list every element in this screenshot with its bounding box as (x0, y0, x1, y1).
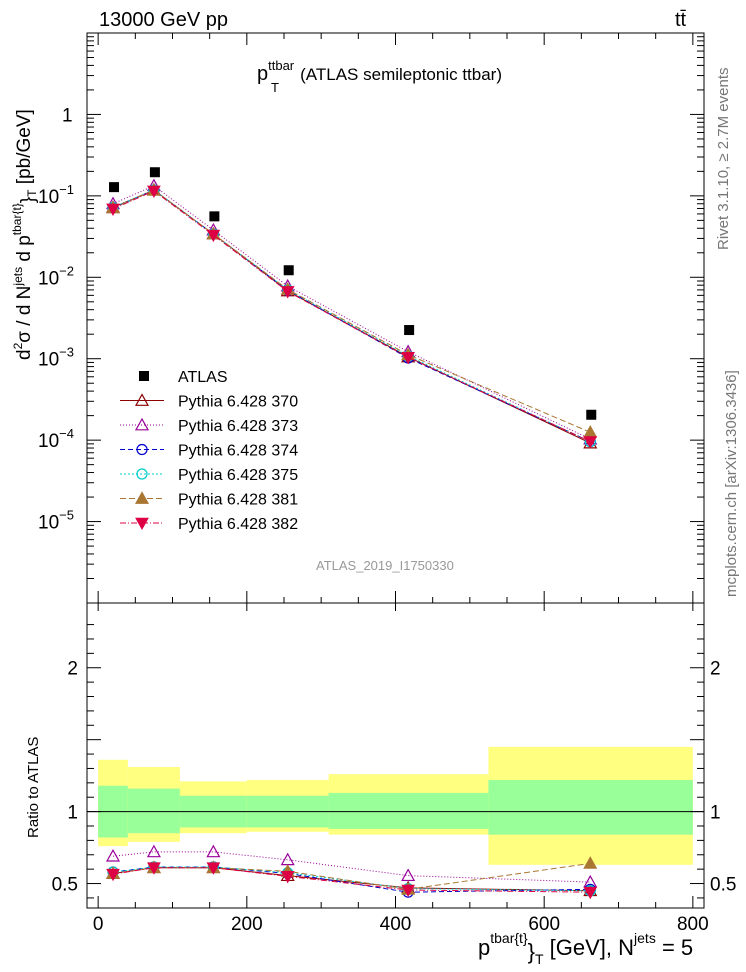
plot-title: pttbar (ATLAS semileptonic ttbar) (257, 58, 502, 85)
atlas-data-point (109, 182, 120, 193)
legend-label: Pythia 6.428 373 (178, 418, 298, 435)
legend-label: Pythia 6.428 370 (178, 394, 298, 411)
title-main: p (257, 63, 268, 85)
ratio-tick-label-left: 1 (67, 803, 78, 824)
ratio-series-line (112, 851, 591, 883)
y-axis-label: d2σ / d Njets d ptbar{t}}T [pb/GeV] (10, 109, 39, 360)
ratio-series-line (112, 862, 591, 890)
ratio-series-point (147, 862, 161, 875)
series-point (583, 436, 598, 449)
ratio-y-axis-label: Ratio to ATLAS (25, 737, 42, 838)
ratio-series-point (280, 871, 295, 884)
process-label: tt̄ (675, 9, 687, 31)
title-subscript: T (271, 80, 279, 95)
legend: ATLAS Pythia 6.428 370 Pythia 6.428 373 Pyt… (120, 369, 298, 533)
title-rest: (ATLAS semileptonic ttbar) (300, 65, 502, 84)
mcplots-label: mcplots.cern.ch [arXiv:1306.3436] (723, 370, 740, 597)
series-point (401, 352, 415, 365)
atlas-data-point (586, 409, 597, 420)
atlas-data-points (109, 167, 597, 420)
x-tick-label: 600 (528, 914, 560, 935)
atlas-data-point (283, 265, 294, 276)
ratio-bands (87, 746, 704, 865)
ratio-tick-label-right: 0.5 (710, 875, 736, 896)
legend-label: Pythia 6.428 382 (178, 516, 298, 533)
ratio-series-point (105, 848, 121, 862)
x-tick-label: 800 (677, 914, 709, 935)
ratio-tick-label-left: 2 (67, 659, 78, 680)
ratio-series-line (112, 866, 591, 893)
title-superscript: ttbar (268, 58, 295, 73)
band-inner (488, 779, 693, 835)
ratio-series (105, 844, 598, 900)
y-tick-label: 10−4 (38, 426, 74, 452)
legend-marker (135, 517, 149, 531)
ratio-series-line (112, 866, 591, 892)
ratio-series-point (206, 844, 221, 858)
legend-label: Pythia 6.428 374 (178, 443, 298, 460)
series-point (106, 203, 120, 217)
legend-label: Pythia 6.428 375 (178, 467, 298, 484)
main-series (105, 178, 598, 449)
legend-marker (134, 417, 150, 431)
series-line (112, 190, 591, 443)
ratio-series-point (401, 884, 415, 898)
atlas-data-point (209, 211, 220, 222)
energy-label: 13000 GeV pp (99, 9, 228, 31)
ratio-series-point (583, 886, 598, 900)
ratio-series-point (206, 862, 221, 875)
atlas-data-point (404, 325, 415, 336)
series-line (112, 185, 591, 440)
ratio-series-line (112, 867, 591, 892)
y-tick-label: 10−2 (38, 263, 74, 289)
ratio-tick-label-right: 2 (710, 659, 721, 680)
ratio-series-point (401, 868, 416, 882)
series-point (147, 185, 161, 198)
series-point (583, 425, 598, 438)
x-tick-label: 0 (93, 914, 104, 935)
analysis-label: ATLAS_2019_I1750330 (316, 558, 454, 573)
rivet-label: Rivet 3.1.10, ≥ 2.7M events (715, 68, 732, 251)
legend-marker (139, 371, 149, 381)
x-tick-label: 200 (231, 914, 263, 935)
ratio-series-point (106, 868, 120, 882)
ratio-series-point (146, 844, 161, 858)
y-tick-label: 10−5 (38, 508, 74, 534)
legend-marker (134, 393, 150, 406)
ratio-series-point (583, 856, 598, 869)
legend-label: ATLAS (178, 369, 228, 386)
ratio-series-line (112, 867, 591, 893)
series-point (280, 286, 295, 299)
legend-marker (136, 468, 148, 480)
band-inner (328, 792, 489, 829)
y-tick-label: 10−1 (38, 182, 74, 208)
ratio-tick-label-right: 1 (710, 803, 721, 824)
series-point (206, 229, 221, 243)
legend-marker (136, 443, 148, 456)
legend-marker (134, 491, 150, 504)
ratio-tick-label-left: 0.5 (52, 875, 78, 896)
y-tick-label: 1 (62, 105, 73, 126)
legend-label: Pythia 6.428 381 (178, 492, 298, 509)
axes: 0 200 400 600 800 10−5 10−4 10−3 10−2 10−1 1 0.5 0.5… (38, 33, 736, 935)
x-tick-label: 400 (380, 914, 412, 935)
y-tick-label: 10−3 (38, 345, 74, 371)
series-line (112, 189, 591, 433)
band-inner (127, 788, 180, 834)
atlas-data-point (149, 167, 160, 178)
x-axis-label: ptbar{t}}T [GeV], Njets = 5 (478, 930, 693, 967)
